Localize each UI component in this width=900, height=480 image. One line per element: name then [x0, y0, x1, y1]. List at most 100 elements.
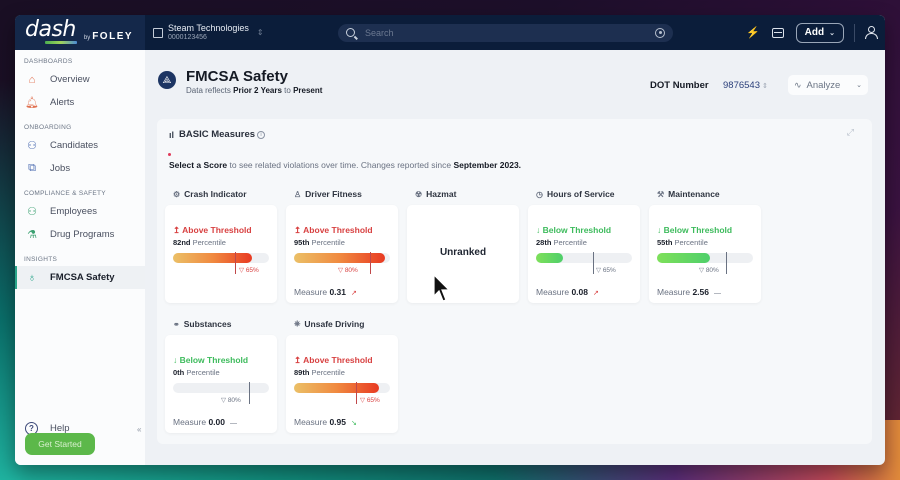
- panel-description: Select a Score to see related violations…: [169, 160, 521, 170]
- percentile-bar-fill: [657, 253, 710, 263]
- basic-measures-panel: ıl BASIC Measures i Select a Score to se…: [157, 119, 872, 444]
- add-button-label: Add: [804, 27, 825, 38]
- sidebar-item-drug-programs[interactable]: ⚗ Drug Programs: [15, 223, 145, 246]
- dot-number-label: DOT Number: [650, 80, 709, 91]
- hazmat-icon: ☢: [415, 189, 423, 199]
- measure: Measure 0.95 ↘: [294, 417, 357, 427]
- percentile-value: 55th: [657, 238, 673, 247]
- trend-flat-icon: —: [230, 420, 237, 427]
- card-substances: ⚭ Substances ↓ Below Threshold 0th Percen…: [165, 316, 281, 436]
- notification-dot: [168, 153, 171, 156]
- dot-number-selector[interactable]: 9876543 ⇕: [723, 80, 768, 91]
- get-started-button[interactable]: Get Started: [25, 433, 95, 455]
- expand-icon[interactable]: ⤢: [846, 127, 854, 137]
- score-card[interactable]: ↥ Above Threshold 95th Percentile ▽ 80% …: [286, 205, 398, 303]
- building-icon: [153, 27, 163, 38]
- percentile-value: 0th: [173, 368, 185, 377]
- help-label: Help: [50, 423, 70, 434]
- score-card[interactable]: ↓ Below Threshold 0th Percentile ▽ 80% M…: [165, 335, 277, 433]
- percentile: 82nd Percentile: [173, 238, 226, 247]
- percentile-value: 28th: [536, 238, 552, 247]
- company-switcher[interactable]: Steam Technologies 0000123456 ⇕: [153, 23, 338, 42]
- status-text: Below Threshold: [542, 225, 612, 235]
- threshold-label: ▽ 80%: [221, 397, 241, 404]
- status-text: Above Threshold: [182, 225, 252, 235]
- company-id: 0000123456: [168, 34, 207, 41]
- sidebar-item-label: Drug Programs: [50, 229, 115, 240]
- score-card[interactable]: ↥ Above Threshold 82nd Percentile ▽ 65%: [165, 205, 277, 303]
- driver-icon: ♙: [294, 189, 302, 199]
- percentile-label: Percentile: [186, 368, 220, 377]
- chevron-down-icon: ⌄: [856, 82, 862, 89]
- status-text: Below Threshold: [179, 355, 249, 365]
- threshold-marker: [249, 382, 250, 404]
- logo-underline: [45, 41, 77, 44]
- percentile-label: Percentile: [311, 238, 345, 247]
- collapse-sidebar-icon[interactable]: «: [137, 425, 142, 434]
- search-bar[interactable]: [338, 23, 673, 42]
- section-label-onboarding: ONBOARDING: [24, 124, 72, 131]
- dot-number-value: 9876543: [723, 80, 760, 91]
- measure-label: Measure: [173, 417, 207, 427]
- status-badge: ↥ Above Threshold: [173, 225, 252, 235]
- trend-up-icon: ↗: [593, 290, 599, 297]
- top-navbar: dash by FOLEY Steam Technologies 0000123…: [15, 15, 885, 50]
- score-card[interactable]: ↥ Above Threshold 89th Percentile ▽ 65% …: [286, 335, 398, 433]
- section-label-insights: INSIGHTS: [24, 256, 58, 263]
- sidebar-item-label: Jobs: [50, 163, 71, 174]
- logo[interactable]: dash by FOLEY: [15, 15, 145, 50]
- sidebar-item-alerts[interactable]: 🔔︎ Alerts: [15, 91, 145, 114]
- desc-middle: to see related violations over time. Cha…: [229, 160, 452, 170]
- add-button[interactable]: Add ⌄: [795, 22, 844, 43]
- card-crash-indicator: ⚙ Crash Indicator ↥ Above Threshold 82nd …: [165, 186, 281, 306]
- score-card[interactable]: ↓ Below Threshold 55th Percentile ▽ 80% …: [649, 205, 761, 303]
- pills-icon: ⚭: [173, 319, 180, 329]
- sidebar-item-label: Employees: [50, 206, 97, 217]
- bolt-icon[interactable]: ⚡: [745, 27, 760, 39]
- score-card[interactable]: Unranked: [407, 205, 519, 303]
- home-icon: ⌂: [28, 73, 36, 86]
- search-input[interactable]: [365, 27, 655, 38]
- percentile-value: 89th: [294, 368, 310, 377]
- subtitle-prefix: Data reflects: [186, 86, 231, 95]
- user-icon[interactable]: [865, 26, 878, 39]
- card-hours-of-service: ◷ Hours of Service ↓ Below Threshold 28th…: [528, 186, 644, 306]
- company-name: Steam Technologies: [168, 23, 249, 33]
- status-text: Above Threshold: [303, 225, 373, 235]
- sidebar-item-overview[interactable]: ⌂ Overview: [15, 68, 145, 91]
- logo-foley: FOLEY: [92, 31, 134, 42]
- trend-flat-icon: —: [714, 290, 721, 297]
- card-driver-fitness: ♙ Driver Fitness ↥ Above Threshold 95th P…: [286, 186, 402, 306]
- percentile-value: 95th: [294, 238, 310, 247]
- percentile: 95th Percentile: [294, 238, 345, 247]
- status-badge: ↥ Above Threshold: [294, 355, 373, 365]
- measure-label: Measure: [294, 417, 328, 427]
- section-label-compliance: COMPLIANCE & SAFETY: [24, 190, 106, 197]
- clear-search-icon[interactable]: [655, 27, 665, 38]
- threshold-value: 65%: [366, 397, 380, 404]
- measure-label: Measure: [294, 287, 328, 297]
- bar-chart-icon: ıl: [169, 129, 175, 140]
- clock-icon: ◷: [536, 189, 543, 199]
- sidebar-item-label: Candidates: [50, 140, 99, 151]
- wrench-icon: ⚒: [657, 189, 665, 199]
- sidebar-item-candidates[interactable]: ⚇ Candidates: [15, 134, 145, 157]
- threshold-marker: [593, 252, 594, 274]
- info-icon[interactable]: i: [257, 130, 266, 139]
- lightbulb-icon: ♁: [27, 271, 37, 284]
- sidebar-item-fmcsa-safety[interactable]: ♁ FMCSA Safety: [15, 266, 145, 289]
- percentile-bar-fill: [536, 253, 563, 263]
- percentile-value: 82nd: [173, 238, 191, 247]
- page-subtitle: Data reflects Prior 2 Years to Present: [186, 86, 322, 95]
- analyze-button[interactable]: ∿ Analyze ⌄: [788, 75, 868, 95]
- sidebar-item-jobs[interactable]: ⧉ Jobs: [15, 157, 145, 180]
- score-card[interactable]: ↓ Below Threshold 28th Percentile ▽ 65% …: [528, 205, 640, 303]
- percentile-label: Percentile: [674, 238, 708, 247]
- steering-icon: ⎈: [294, 319, 301, 328]
- threshold-value: 65%: [602, 267, 616, 274]
- threshold-label: ▽ 80%: [338, 267, 358, 274]
- subtitle-to: to: [284, 86, 291, 95]
- sidebar-item-employees[interactable]: ⚇ Employees: [15, 200, 145, 223]
- inbox-icon[interactable]: [771, 27, 784, 38]
- status-badge: ↥ Above Threshold: [294, 225, 373, 235]
